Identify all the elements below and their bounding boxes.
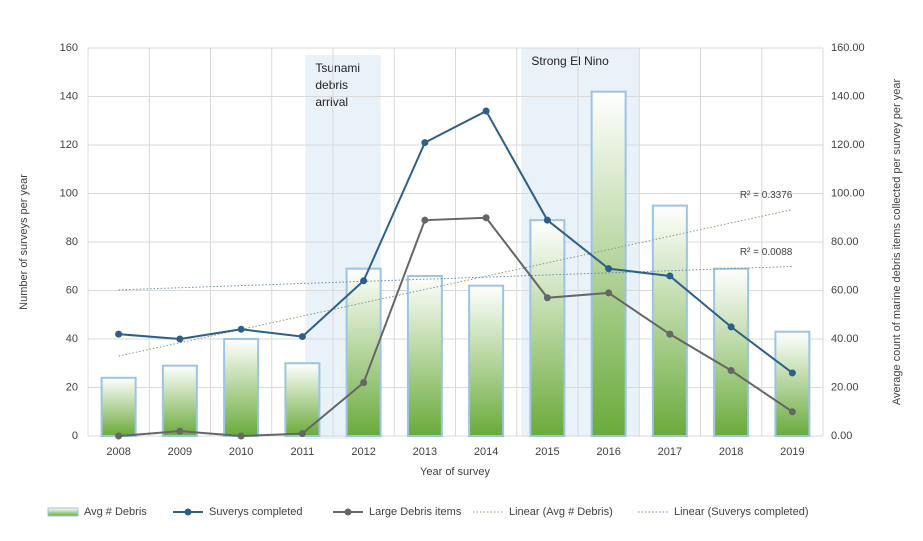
legend-item: Linear (Suverys completed) [638, 506, 809, 518]
x-tick-label: 2010 [229, 446, 253, 458]
y-tick-label: 40 [66, 333, 78, 345]
bar [590, 90, 627, 438]
line-marker [115, 432, 123, 440]
bar [529, 219, 566, 437]
legend-item: Large Debris items [333, 506, 462, 518]
legend-label: Large Debris items [369, 506, 462, 518]
line-marker [298, 430, 306, 438]
legend-item: Avg # Debris [47, 506, 147, 518]
bar [161, 364, 198, 437]
y-tick-label: 0 [72, 430, 78, 442]
annotation-text: Tsunami [315, 61, 360, 75]
legend-item: Linear (Avg # Debris) [473, 506, 613, 518]
line-marker [115, 330, 123, 338]
annotation-text: arrival [315, 95, 348, 109]
bar [100, 376, 137, 437]
x-tick-label: 2008 [106, 446, 130, 458]
r-squared-label: R² = 0.3376 [740, 190, 793, 201]
annotation-text: Strong El Nino [531, 54, 609, 68]
annotation-text: debris [315, 78, 348, 92]
r-squared-label: R² = 0.0088 [740, 247, 793, 258]
y-tick-label: 140 [60, 90, 78, 102]
x-tick-label: 2013 [413, 446, 437, 458]
line-marker [788, 408, 796, 416]
trendline [118, 265, 793, 291]
legend-marker [344, 508, 352, 516]
line-marker [543, 216, 551, 224]
legend-label: Linear (Suverys completed) [674, 506, 809, 518]
line-marker [727, 323, 735, 331]
line-marker [421, 139, 429, 147]
y-tick-label: 20 [66, 381, 78, 393]
x-tick-label: 2015 [535, 446, 559, 458]
line-marker [482, 214, 490, 222]
y2-tick-label: 0.00 [831, 430, 852, 442]
x-tick-label: 2009 [168, 446, 192, 458]
line-marker [666, 330, 674, 338]
y2-tick-label: 60.00 [831, 284, 859, 296]
line-marker [237, 432, 245, 440]
y-axis-label: Number of surveys per year [18, 174, 30, 310]
y2-tick-label: 80.00 [831, 236, 859, 248]
y2-tick-label: 40.00 [831, 333, 859, 345]
line-marker [360, 277, 368, 285]
legend-label: Avg # Debris [84, 506, 147, 518]
y2-tick-label: 20.00 [831, 381, 859, 393]
trendline [118, 209, 793, 357]
line-marker [788, 369, 796, 377]
bar [651, 204, 688, 437]
x-tick-label: 2014 [474, 446, 498, 458]
line-marker [482, 107, 490, 115]
x-tick-label: 2012 [351, 446, 375, 458]
y-tick-label: 160 [60, 42, 78, 54]
y2-tick-label: 120.00 [831, 139, 865, 151]
legend-label: Linear (Avg # Debris) [509, 506, 613, 518]
y2-tick-label: 160.00 [831, 42, 865, 54]
line-marker [360, 379, 368, 387]
legend-marker [184, 508, 192, 516]
bar [223, 338, 260, 437]
legend-item: Suverys completed [173, 506, 303, 518]
bar [468, 284, 505, 437]
y2-tick-label: 100.00 [831, 187, 865, 199]
line-series [118, 216, 793, 438]
line-marker [298, 333, 306, 341]
x-tick-label: 2019 [780, 446, 804, 458]
line-series [118, 109, 793, 374]
y-tick-label: 100 [60, 187, 78, 199]
x-tick-label: 2011 [291, 446, 315, 458]
line-marker [605, 289, 613, 297]
x-axis-label: Year of survey [420, 466, 490, 478]
x-tick-label: 2017 [658, 446, 682, 458]
y-tick-label: 120 [60, 139, 78, 151]
bar [284, 362, 321, 437]
y-tick-label: 80 [66, 236, 78, 248]
bar [774, 330, 811, 438]
line-marker [543, 294, 551, 302]
line-marker [727, 367, 735, 375]
line-marker [605, 265, 613, 273]
y-tick-label: 60 [66, 284, 78, 296]
legend-swatch [47, 507, 79, 517]
x-tick-label: 2016 [596, 446, 620, 458]
y2-axis-label: Average count of marine debris items col… [891, 79, 903, 406]
legend-label: Suverys completed [209, 506, 303, 518]
line-marker [421, 216, 429, 224]
line-marker [666, 272, 674, 280]
bar [713, 267, 750, 437]
line-marker [176, 335, 184, 343]
x-tick-label: 2018 [719, 446, 743, 458]
line-marker [176, 427, 184, 435]
line-marker [237, 325, 245, 333]
y2-tick-label: 140.00 [831, 90, 865, 102]
bar [406, 274, 443, 438]
